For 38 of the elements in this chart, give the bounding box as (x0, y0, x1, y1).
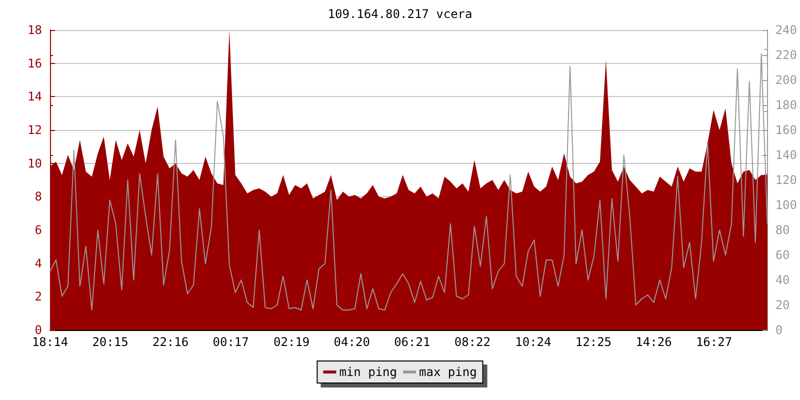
y-tick-label: 16 (28, 56, 42, 70)
y2-tick-label: 80 (775, 223, 790, 237)
x-tick-label: 22:16 (152, 335, 189, 349)
x-tick-label: 12:25 (575, 335, 612, 349)
y-tick-label: 8 (34, 190, 42, 204)
y2-tick-label: 120 (775, 173, 798, 187)
y-tick-label: 14 (28, 90, 42, 104)
y2-tick-label: 0 (775, 323, 783, 337)
y2-tick-label: 140 (775, 148, 798, 162)
x-tick-label: 16:27 (696, 335, 732, 349)
y2-tick-label: 220 (775, 48, 798, 62)
x-tick-label: 10:24 (515, 335, 552, 349)
y-tick-label: 0 (34, 323, 42, 337)
x-tick-label: 08:22 (454, 335, 490, 349)
y2-tick-label: 160 (775, 123, 798, 137)
x-tick-label: 18:14 (32, 335, 68, 349)
y-tick-label: 18 (28, 23, 42, 37)
x-tick-label: 04:20 (334, 335, 370, 349)
chart-title: 109.164.80.217 vcera (328, 7, 472, 21)
y2-tick-label: 200 (775, 73, 798, 87)
y2-tick-label: 60 (775, 248, 790, 262)
y-tick-label: 4 (34, 256, 42, 270)
x-tick-label: 06:21 (394, 335, 430, 349)
x-tick-label: 00:17 (212, 335, 249, 349)
y-tick-label: 2 (34, 290, 42, 304)
x-tick-label: 20:15 (92, 335, 128, 349)
y-tick-label: 6 (34, 223, 42, 237)
y2-tick-label: 180 (775, 98, 798, 112)
legend-label: max ping (419, 365, 477, 379)
x-tick-label: 02:19 (274, 335, 310, 349)
y-tick-label: 12 (28, 123, 42, 137)
y-tick-label: 10 (28, 156, 42, 170)
y2-tick-label: 20 (775, 298, 790, 312)
x-tick-label: 14:26 (636, 335, 672, 349)
y2-tick-label: 100 (775, 198, 798, 212)
y2-tick-label: 240 (775, 23, 798, 37)
y2-tick-label: 40 (775, 273, 790, 287)
legend-label: min ping (339, 365, 397, 379)
